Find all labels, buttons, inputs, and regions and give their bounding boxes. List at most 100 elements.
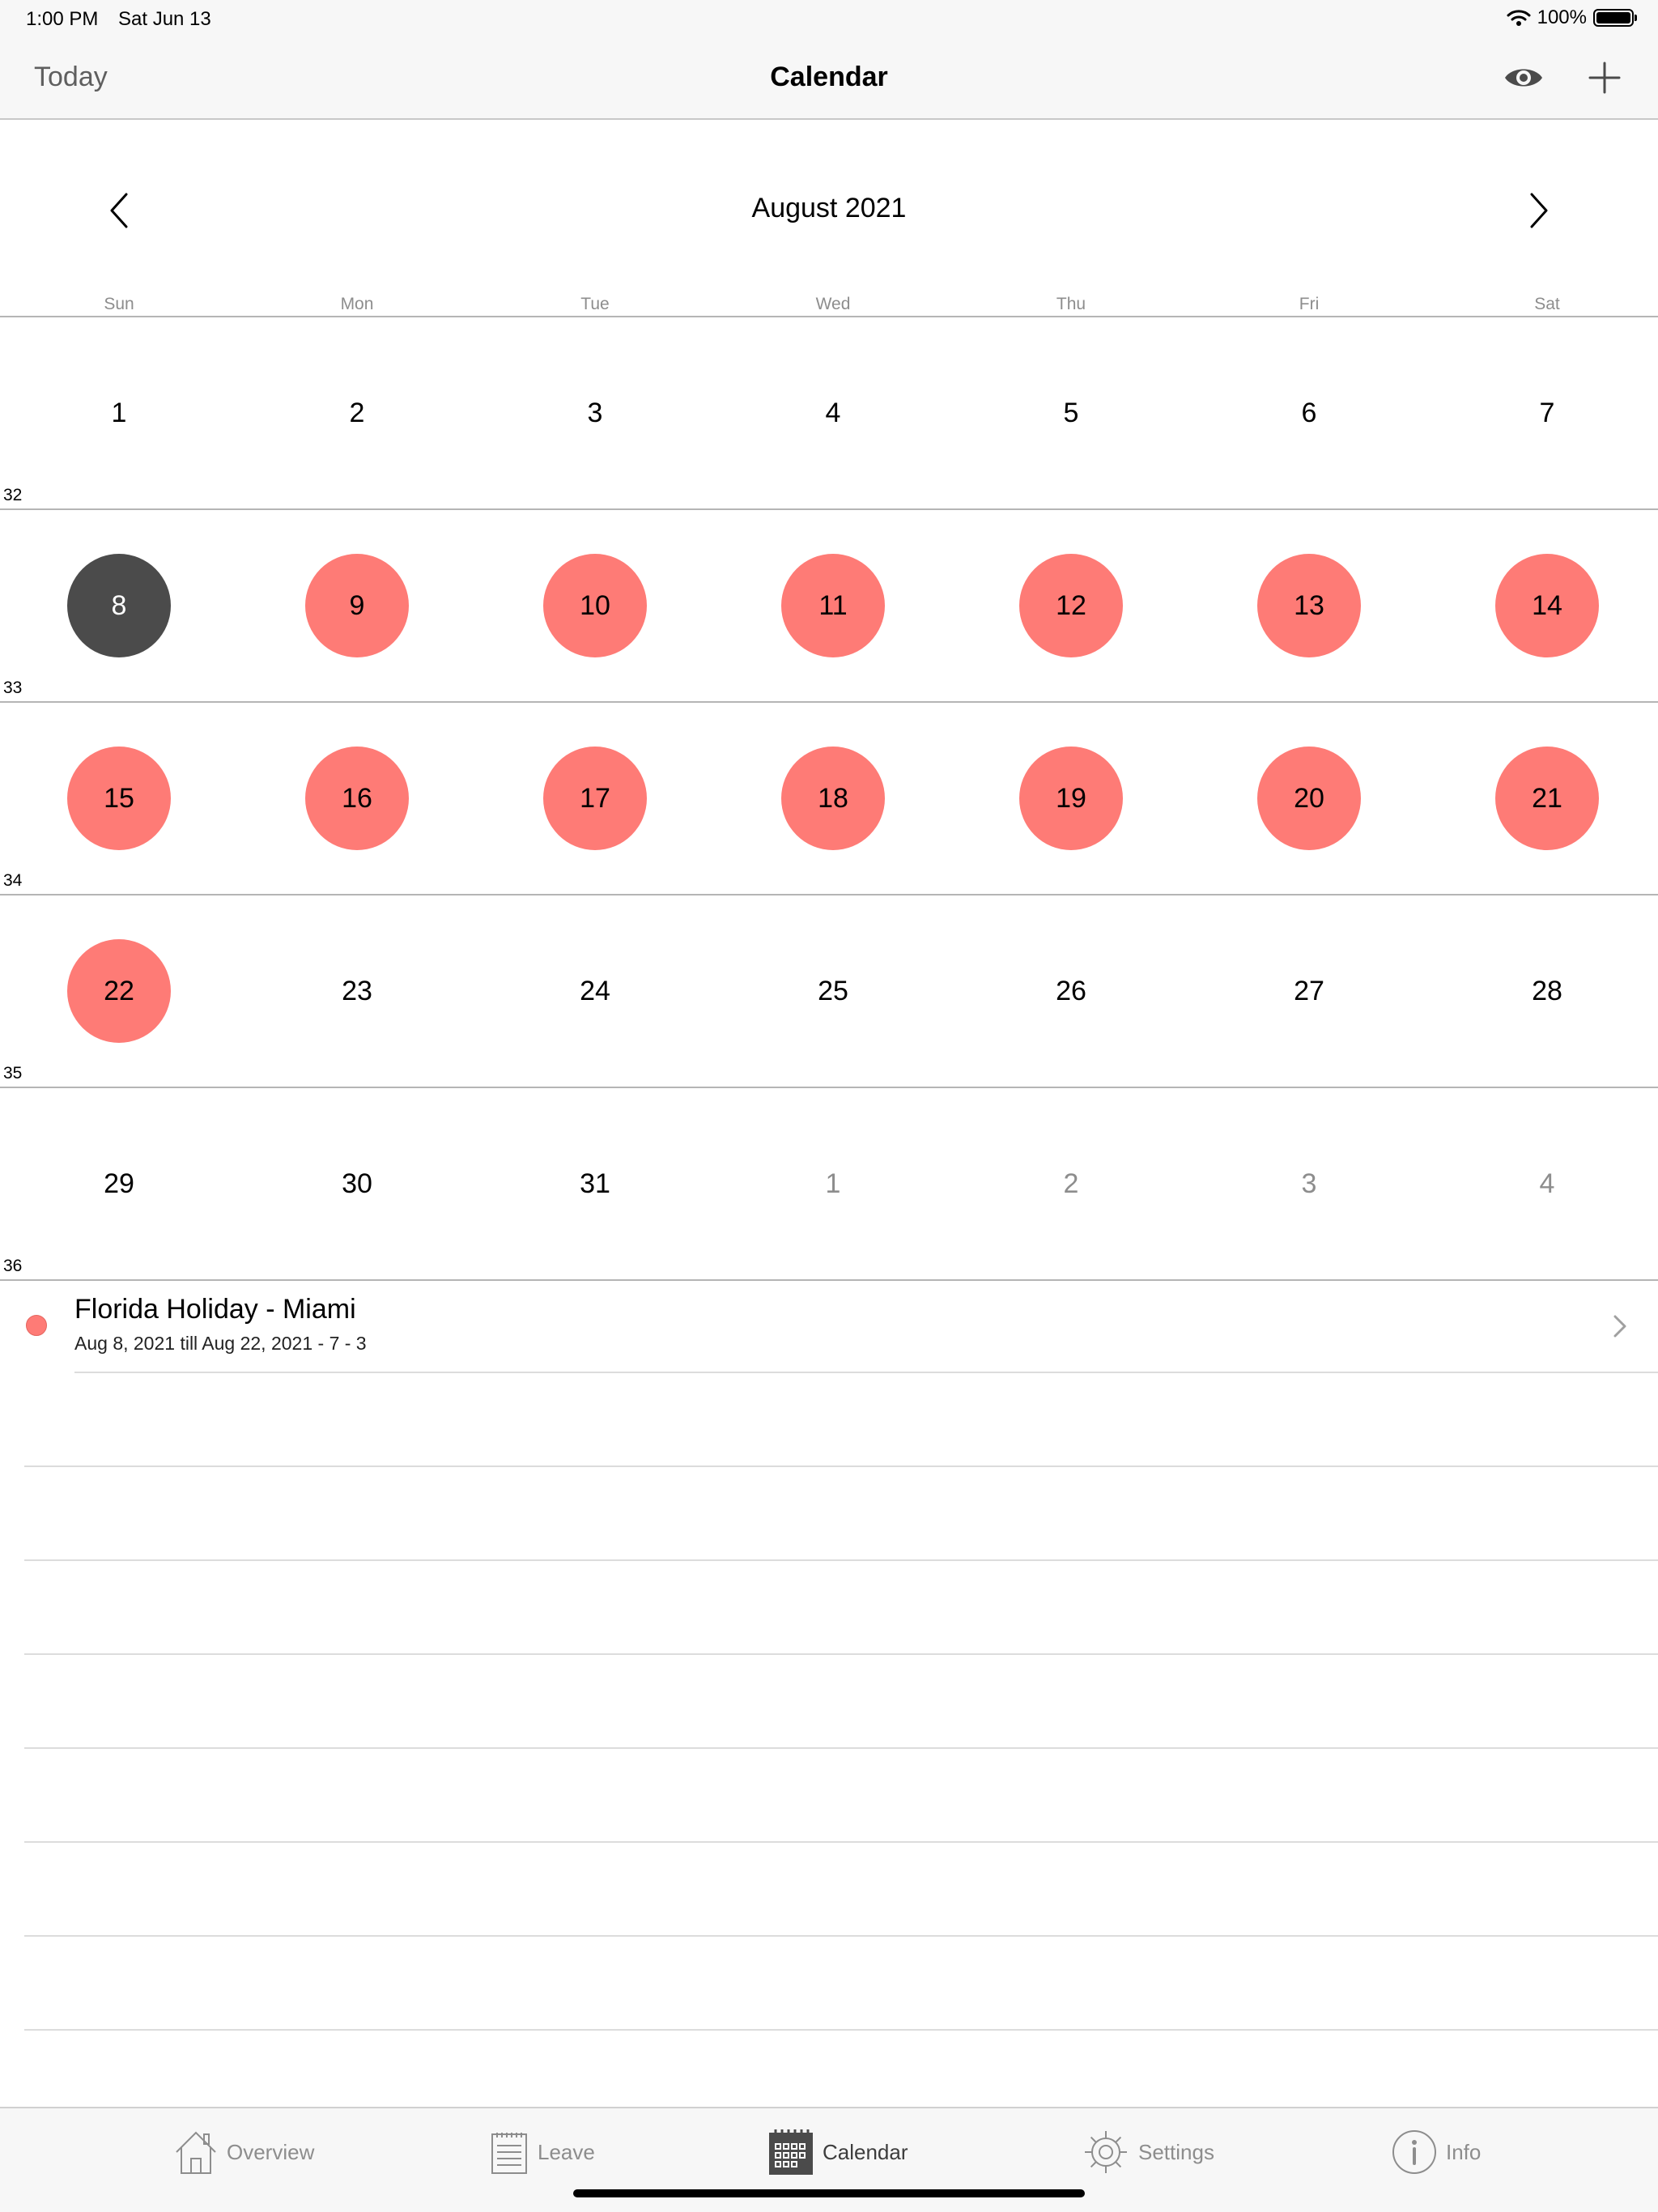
weekday-sun: Sun — [104, 295, 134, 313]
day-number: 2 — [1063, 1168, 1079, 1199]
tab-label: Calendar — [823, 2139, 908, 2164]
week-number: 32 — [3, 486, 23, 504]
day-cell-tue[interactable]: 17 — [476, 747, 714, 850]
home-icon — [176, 2131, 216, 2174]
week-number: 33 — [3, 678, 23, 697]
day-number: 10 — [543, 554, 647, 657]
eye-icon[interactable] — [1503, 63, 1545, 92]
day-number: 17 — [543, 747, 647, 850]
day-cell-thu[interactable]: 5 — [952, 361, 1190, 465]
day-number: 5 — [1063, 397, 1079, 428]
grid-divider — [0, 508, 1658, 510]
day-cell-sun[interactable]: 22 — [0, 939, 238, 1043]
tab-label: Info — [1446, 2139, 1482, 2164]
day-cell-sun[interactable]: 1 — [0, 361, 238, 465]
grid-divider — [0, 1279, 1658, 1281]
day-cell-sun[interactable]: 29 — [0, 1132, 238, 1236]
day-cell-fri[interactable]: 6 — [1190, 361, 1428, 465]
day-number: 31 — [580, 1168, 610, 1199]
weekday-sat: Sat — [1534, 295, 1560, 313]
tab-leave[interactable]: Leave — [489, 2126, 595, 2178]
day-cell-thu[interactable]: 12 — [952, 554, 1190, 657]
day-cell-tue[interactable]: 3 — [476, 361, 714, 465]
day-cell-mon[interactable]: 9 — [238, 554, 476, 657]
weekday-mon: Mon — [340, 295, 374, 313]
day-cell-thu[interactable]: 19 — [952, 747, 1190, 850]
day-cell-sat[interactable]: 21 — [1428, 747, 1658, 850]
day-cell-mon[interactable]: 23 — [238, 939, 476, 1043]
day-cell-wed[interactable]: 4 — [714, 361, 952, 465]
page-title: Calendar — [770, 62, 888, 92]
day-number: 3 — [587, 397, 603, 428]
tab-info[interactable]: Info — [1391, 2126, 1481, 2178]
week-number: 34 — [3, 871, 23, 890]
status-right: 100% — [1507, 6, 1637, 29]
day-number: 29 — [104, 1168, 134, 1199]
today-button[interactable]: Today — [34, 62, 108, 92]
battery-percent: 100% — [1537, 6, 1587, 28]
day-number: 4 — [825, 397, 841, 428]
day-cell-mon[interactable]: 30 — [238, 1132, 476, 1236]
day-number: 8 — [67, 554, 171, 657]
weekday-thu: Thu — [1056, 295, 1086, 313]
day-number: 26 — [1056, 975, 1086, 1006]
row-separator — [74, 1372, 1658, 1373]
month-title: August 2021 — [751, 193, 907, 223]
day-cell-tue[interactable]: 10 — [476, 554, 714, 657]
day-cell-sat[interactable]: 7 — [1428, 361, 1658, 465]
event-row[interactable]: Florida Holiday - Miami Aug 8, 2021 till… — [0, 1279, 1658, 1373]
day-cell-sun[interactable]: 8 — [0, 554, 238, 657]
day-number: 24 — [580, 975, 610, 1006]
day-cell-thu[interactable]: 26 — [952, 939, 1190, 1043]
status-bar: 1:00 PM Sat Jun 13 100% — [0, 0, 1658, 39]
day-cell-sat[interactable]: 14 — [1428, 554, 1658, 657]
day-number: 20 — [1257, 747, 1361, 850]
day-number: 27 — [1294, 975, 1324, 1006]
day-cell-wed[interactable]: 18 — [714, 747, 952, 850]
grid-divider — [0, 894, 1658, 895]
status-date: Sat Jun 13 — [118, 8, 211, 30]
day-cell-fri[interactable]: 13 — [1190, 554, 1428, 657]
navigation-bar: Today Calendar — [0, 39, 1658, 120]
tab-overview[interactable]: Overview — [173, 2126, 314, 2178]
day-number: 22 — [67, 939, 171, 1043]
day-cell-wed[interactable]: 25 — [714, 939, 952, 1043]
list-icon — [491, 2133, 527, 2174]
day-cell-tue[interactable]: 31 — [476, 1132, 714, 1236]
day-cell-fri[interactable]: 20 — [1190, 747, 1428, 850]
tab-label: Overview — [227, 2139, 315, 2164]
calendar-icon — [769, 2129, 813, 2175]
day-number: 13 — [1257, 554, 1361, 657]
event-subtitle: Aug 8, 2021 till Aug 22, 2021 - 7 - 3 — [74, 1333, 367, 1354]
day-cell-mon[interactable]: 2 — [238, 361, 476, 465]
day-number: 9 — [305, 554, 409, 657]
day-cell-mon[interactable]: 16 — [238, 747, 476, 850]
day-cell-fri[interactable]: 3 — [1190, 1132, 1428, 1236]
day-number: 6 — [1301, 397, 1317, 428]
row-separator — [24, 1653, 1658, 1655]
day-number: 30 — [342, 1168, 372, 1199]
day-cell-thu[interactable]: 2 — [952, 1132, 1190, 1236]
day-number: 23 — [342, 975, 372, 1006]
day-cell-wed[interactable]: 1 — [714, 1132, 952, 1236]
day-cell-wed[interactable]: 11 — [714, 554, 952, 657]
row-separator — [24, 1747, 1658, 1749]
row-separator — [24, 2029, 1658, 2031]
status-time: 1:00 PM — [26, 8, 99, 30]
day-number: 2 — [349, 397, 365, 428]
day-number: 1 — [825, 1168, 841, 1199]
day-number: 25 — [818, 975, 848, 1006]
chevron-right-icon[interactable] — [1525, 189, 1553, 232]
tab-settings[interactable]: Settings — [1082, 2126, 1214, 2178]
tab-label: Settings — [1138, 2139, 1214, 2164]
day-cell-sun[interactable]: 15 — [0, 747, 238, 850]
day-cell-fri[interactable]: 27 — [1190, 939, 1428, 1043]
day-cell-tue[interactable]: 24 — [476, 939, 714, 1043]
day-number: 19 — [1019, 747, 1123, 850]
chevron-left-icon[interactable] — [105, 189, 133, 232]
plus-icon[interactable] — [1587, 60, 1622, 96]
day-cell-sat[interactable]: 4 — [1428, 1132, 1658, 1236]
day-cell-sat[interactable]: 28 — [1428, 939, 1658, 1043]
tab-calendar[interactable]: Calendar — [767, 2126, 908, 2178]
day-number: 7 — [1539, 397, 1555, 428]
